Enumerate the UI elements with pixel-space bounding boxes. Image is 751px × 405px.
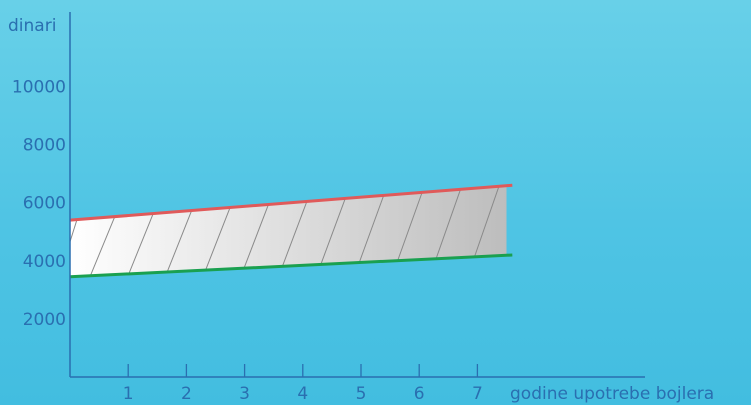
hatch-line xyxy=(166,210,193,273)
y-tick-label: 10000 xyxy=(12,78,66,98)
x-tick-label: 6 xyxy=(414,384,425,404)
hatch-line xyxy=(205,207,231,271)
hatch-line xyxy=(89,216,116,276)
shaded-band xyxy=(70,185,507,277)
x-tick-label: 4 xyxy=(297,384,308,404)
y-tick-label: 4000 xyxy=(23,252,66,272)
hatch-line xyxy=(243,204,269,269)
x-tick-label: 3 xyxy=(239,384,250,404)
hatch-line xyxy=(435,189,461,259)
series-lines xyxy=(69,183,513,279)
x-tick-label: 5 xyxy=(356,384,367,404)
upper-series-line xyxy=(69,183,513,222)
y-tick-label: 6000 xyxy=(23,194,66,214)
hatch-line xyxy=(69,219,78,242)
x-tick-label: 1 xyxy=(123,384,134,404)
hatch-line xyxy=(474,186,500,258)
x-tick-label: 7 xyxy=(472,384,483,404)
hatch-line xyxy=(320,198,346,265)
band-hatching xyxy=(69,186,500,276)
hatch-line xyxy=(397,192,423,261)
axes xyxy=(69,12,645,378)
y-tick-label: 8000 xyxy=(23,136,66,156)
hatch-line xyxy=(358,195,385,263)
hatch-line xyxy=(128,213,154,275)
y-axis-label: dinari xyxy=(8,16,56,36)
tick-labels: 1 2 3 4 5 6 7 2000 4000 6000 8000 10000 xyxy=(12,78,483,405)
y-tick-label: 2000 xyxy=(23,310,66,330)
band-fill xyxy=(70,185,507,277)
x-axis-label: godine upotrebe bojlera xyxy=(510,384,714,404)
lower-series-line xyxy=(69,253,513,279)
x-tick-label: 2 xyxy=(181,384,192,404)
hatch-line xyxy=(281,201,308,267)
